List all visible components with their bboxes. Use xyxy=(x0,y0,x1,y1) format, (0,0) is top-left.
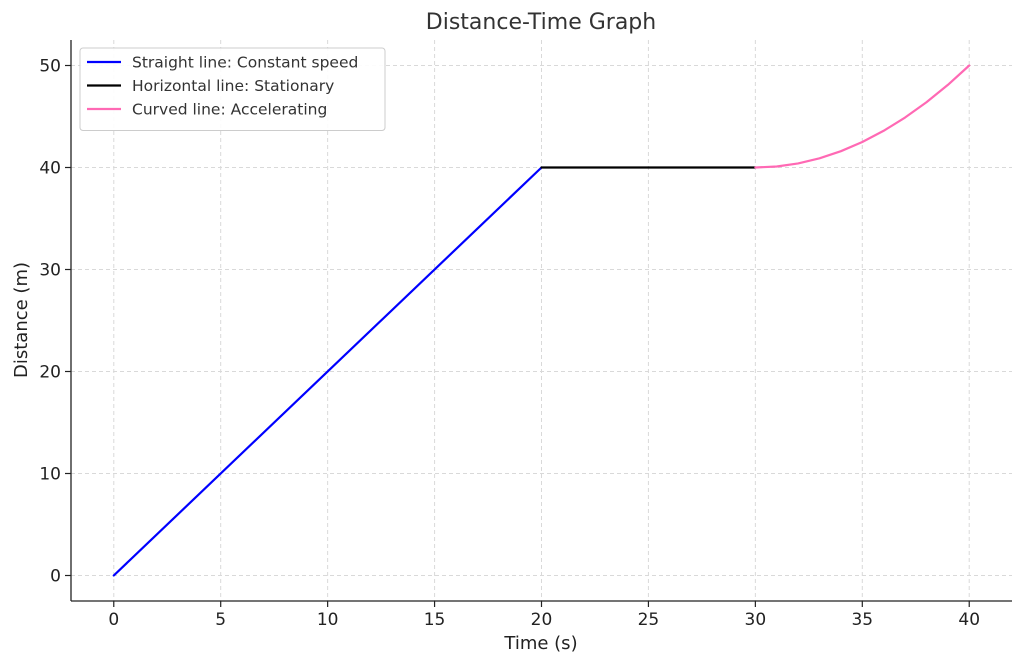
ticks: 0 5 10 15 20 25 30 35 40 0 10 20 30 40 50 xyxy=(39,57,980,631)
legend-label: Straight line: Constant speed xyxy=(132,54,358,72)
legend: Straight line: Constant speed Horizontal … xyxy=(79,47,386,131)
legend-label: Curved line: Accelerating xyxy=(132,101,327,119)
x-tick-label: 40 xyxy=(958,610,980,630)
x-tick-label: 30 xyxy=(745,610,767,630)
x-tick-label: 5 xyxy=(215,610,226,630)
y-tick-label: 30 xyxy=(39,261,61,281)
legend-label: Horizontal line: Stationary xyxy=(132,77,334,95)
y-tick-label: 50 xyxy=(39,57,61,77)
x-tick-label: 15 xyxy=(424,610,446,630)
x-tick-label: 0 xyxy=(108,610,119,630)
x-tick-label: 35 xyxy=(851,610,873,630)
x-tick-label: 25 xyxy=(638,610,660,630)
y-tick-label: 40 xyxy=(39,159,61,179)
x-axis-label: Time (s) xyxy=(503,633,577,654)
legend-box xyxy=(79,47,386,131)
y-tick-label: 20 xyxy=(39,363,61,383)
series xyxy=(112,64,971,577)
y-axis-label: Distance (m) xyxy=(11,262,32,378)
series-line-3 xyxy=(754,64,971,169)
series-line-1 xyxy=(112,166,543,577)
y-tick-label: 0 xyxy=(50,567,61,587)
x-tick-label: 10 xyxy=(317,610,339,630)
y-tick-label: 10 xyxy=(39,465,61,485)
chart-title: Distance-Time Graph xyxy=(426,10,656,35)
x-tick-label: 20 xyxy=(531,610,553,630)
